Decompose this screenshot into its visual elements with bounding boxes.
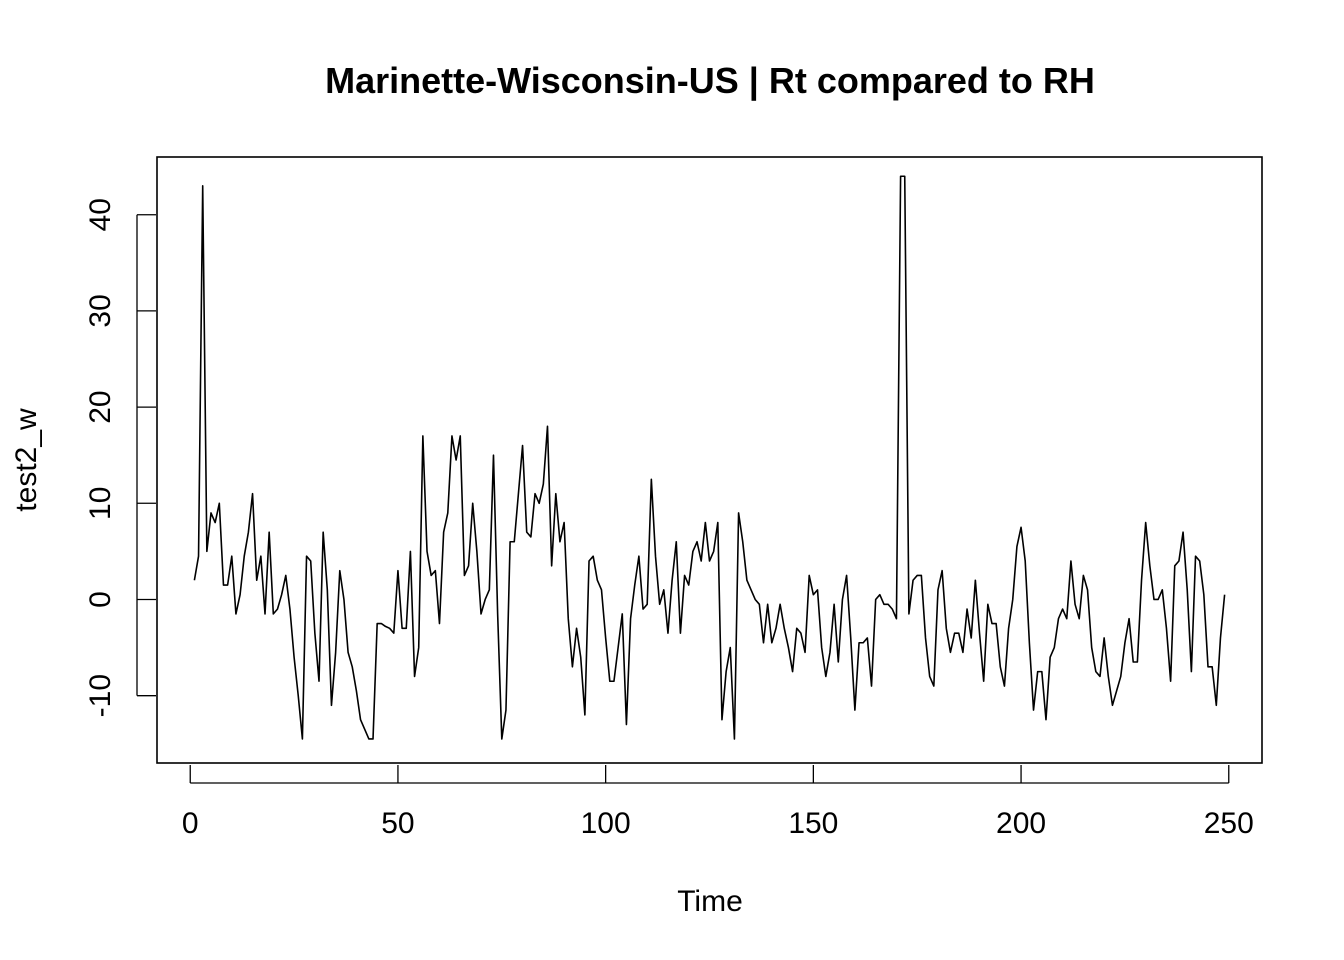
x-tick-label: 50 (381, 807, 414, 840)
y-tick-label: 0 (84, 591, 117, 608)
x-axis-label: Time (677, 885, 743, 918)
y-tick-label: 20 (84, 390, 117, 423)
x-tick-label: 100 (581, 807, 631, 840)
chart-title: Marinette-Wisconsin-US | Rt compared to … (325, 60, 1095, 102)
series-line (193, 175, 1226, 740)
x-tick-label: 250 (1204, 807, 1254, 840)
y-tick-label: 40 (84, 198, 117, 231)
y-axis-label: test2_w (10, 408, 43, 512)
y-tick-label: 10 (84, 487, 117, 520)
x-axis: 0 50 100 150 200 250 (182, 765, 1254, 840)
x-tick-label: 0 (182, 807, 199, 840)
plot-frame (156, 156, 1263, 764)
y-axis: -10 0 10 20 30 40 (84, 198, 156, 717)
y-tick-label: 30 (84, 294, 117, 327)
x-tick-label: 200 (996, 807, 1046, 840)
x-tick-label: 150 (788, 807, 838, 840)
y-tick-label: -10 (84, 674, 117, 717)
